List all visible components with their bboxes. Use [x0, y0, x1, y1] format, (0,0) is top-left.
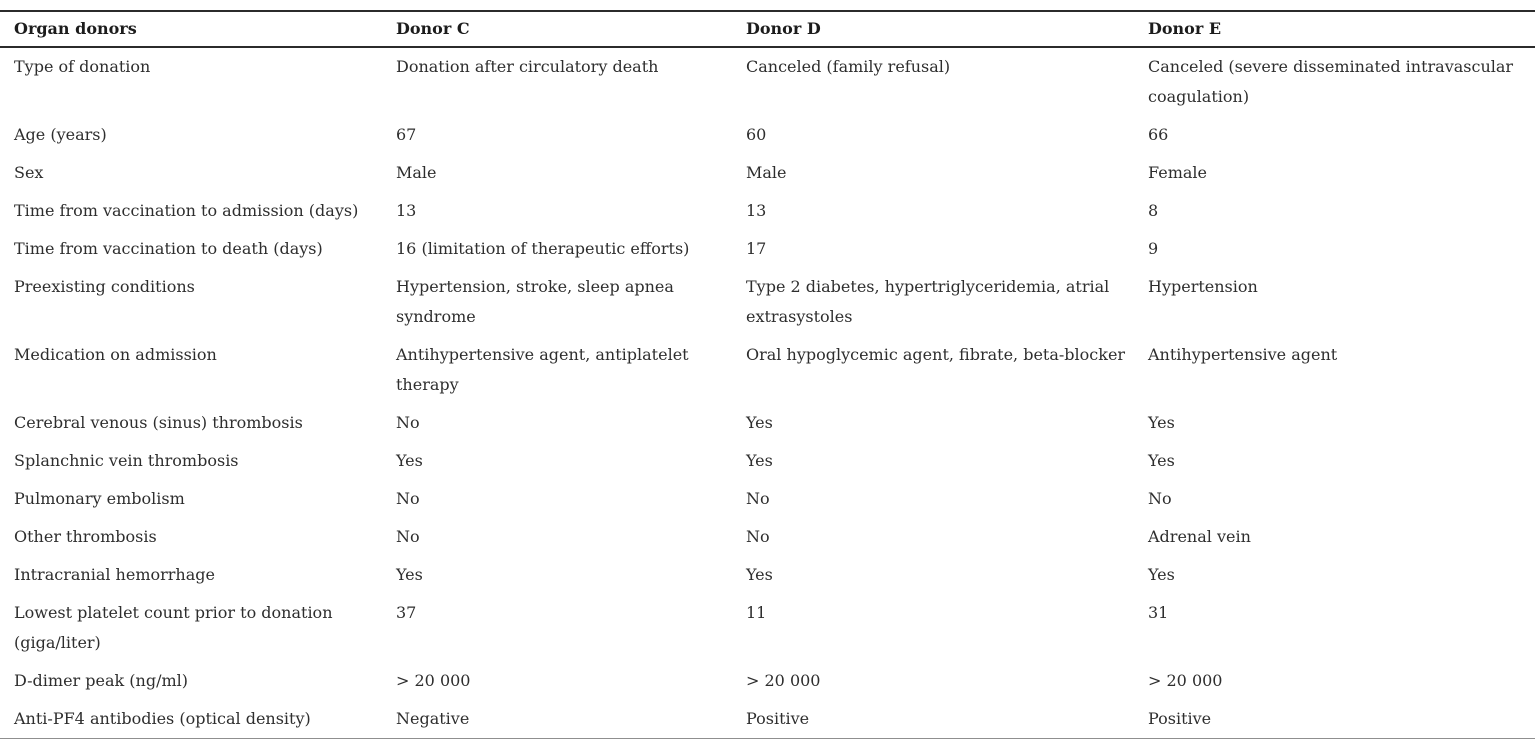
table-cell: 67	[396, 125, 417, 144]
row-label: Anti-PF4 antibodies (optical density)	[14, 709, 311, 728]
table-cell: Positive	[746, 709, 810, 728]
table-cell: Yes	[746, 451, 773, 470]
table-cell: > 20 000	[396, 671, 471, 690]
table-cell: Female	[1148, 163, 1207, 182]
table-cell: Canceled (family refusal)	[746, 57, 951, 76]
row-label: Time from vaccination to admission (days…	[14, 201, 359, 220]
table-cell: Positive	[1148, 709, 1212, 728]
table-cell: 31	[1148, 603, 1169, 622]
table-cell: No	[1148, 489, 1172, 508]
table-cell: 9	[1148, 239, 1159, 258]
table-row: Lowest platelet count prior to donation …	[0, 594, 1535, 662]
table-cell: Yes	[1148, 413, 1175, 432]
table-cell: 60	[746, 125, 767, 144]
column-header: Donor C	[396, 19, 470, 38]
table-cell: Oral hypoglycemic agent, fibrate, beta-b…	[746, 345, 1126, 364]
table-row: Medication on admission Antihypertensive …	[0, 336, 1535, 404]
table-cell: No	[396, 527, 420, 546]
table-row: Pulmonary embolism No No No	[0, 480, 1535, 518]
row-label: Pulmonary embolism	[14, 489, 185, 508]
table-row: Intracranial hemorrhage Yes Yes Yes	[0, 556, 1535, 594]
table-cell: Canceled (severe disseminated intravascu…	[1148, 57, 1514, 106]
row-label: D-dimer peak (ng/ml)	[14, 671, 189, 690]
table-row: Time from vaccination to admission (days…	[0, 192, 1535, 230]
table-cell: Yes	[1148, 565, 1175, 584]
row-label: Other thrombosis	[14, 527, 157, 546]
table-cell: Negative	[396, 709, 470, 728]
row-label: Type of donation	[14, 57, 151, 76]
table-cell: 11	[746, 603, 767, 622]
table-cell: Yes	[396, 565, 423, 584]
table-cell: Donation after circulatory death	[396, 57, 659, 76]
table-cell: Adrenal vein	[1148, 527, 1251, 546]
row-label: Splanchnic vein thrombosis	[14, 451, 239, 470]
table-cell: No	[746, 527, 770, 546]
table-cell: Hypertension, stroke, sleep apnea syndro…	[396, 277, 674, 326]
table-row: Age (years) 67 60 66	[0, 116, 1535, 154]
table-cell: 16 (limitation of therapeutic efforts)	[396, 239, 690, 258]
row-label: Medication on admission	[14, 345, 217, 364]
table-row: Cerebral venous (sinus) thrombosis No Yes Y…	[0, 404, 1535, 442]
row-label: Preexisting conditions	[14, 277, 195, 296]
row-label: Time from vaccination to death (days)	[14, 239, 323, 258]
table-cell: Yes	[396, 451, 423, 470]
table-cell: 13	[746, 201, 767, 220]
table-row: Anti-PF4 antibodies (optical density) Neg…	[0, 700, 1535, 739]
organ-donors-table: Organ donors Donor C Donor D Donor E Type o…	[0, 10, 1535, 739]
table-cell: Hypertension	[1148, 277, 1258, 296]
table-cell: Yes	[1148, 451, 1175, 470]
row-label: Sex	[14, 163, 44, 182]
table-cell: Antihypertensive agent	[1148, 345, 1338, 364]
table-row: Other thrombosis No No Adrenal vein	[0, 518, 1535, 556]
table-cell: No	[746, 489, 770, 508]
header-row: Organ donors Donor C Donor D Donor E	[0, 11, 1535, 47]
row-group-header: Organ donors	[14, 19, 137, 38]
table-row: Sex Male Male Female	[0, 154, 1535, 192]
table-row: Time from vaccination to death (days) 16 …	[0, 230, 1535, 268]
table-row: Preexisting conditions Hypertension, stro…	[0, 268, 1535, 336]
row-label: Cerebral venous (sinus) thrombosis	[14, 413, 303, 432]
table-cell: 13	[396, 201, 417, 220]
table-header: Organ donors Donor C Donor D Donor E	[0, 11, 1535, 47]
table-cell: Type 2 diabetes, hypertriglyceridemia, a…	[746, 277, 1110, 326]
row-label: Age (years)	[14, 125, 107, 144]
table-cell: Antihypertensive agent, antiplatelet the…	[396, 345, 689, 394]
table-cell: > 20 000	[746, 671, 821, 690]
table-cell: Male	[746, 163, 787, 182]
column-header: Donor E	[1148, 19, 1222, 38]
table-cell: 37	[396, 603, 417, 622]
table-cell: Male	[396, 163, 437, 182]
table-cell: No	[396, 413, 420, 432]
table-cell: > 20 000	[1148, 671, 1223, 690]
table-row: Type of donation Donation after circulato…	[0, 47, 1535, 116]
table-cell: Yes	[746, 413, 773, 432]
table-cell: 66	[1148, 125, 1169, 144]
column-header: Donor D	[746, 19, 821, 38]
table-cell: 8	[1148, 201, 1159, 220]
row-label: Intracranial hemorrhage	[14, 565, 215, 584]
table-cell: 17	[746, 239, 767, 258]
table-cell: No	[396, 489, 420, 508]
table-body: Type of donation Donation after circulato…	[0, 47, 1535, 739]
table-row: D-dimer peak (ng/ml) > 20 000 > 20 000 > 20…	[0, 662, 1535, 700]
row-label: Lowest platelet count prior to donation …	[14, 603, 333, 652]
table-row: Splanchnic vein thrombosis Yes Yes Yes	[0, 442, 1535, 480]
table-cell: Yes	[746, 565, 773, 584]
